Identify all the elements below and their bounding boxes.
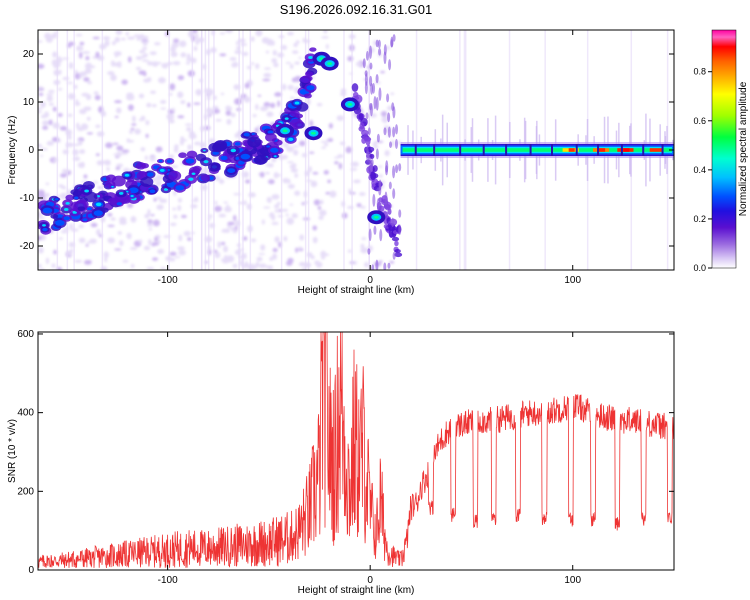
snr-y-tick-label: 0 [28,565,34,576]
spectrogram-y-tick-label: 0 [28,145,34,156]
colorbar-tick-label: 0.8 [693,67,706,77]
snr-xlabel: Height of straight line (km) [298,585,415,596]
snr-axes: -100 0 100 0 200 400 600 [17,329,674,586]
colorbar: 0.0 0.2 0.4 0.6 0.8 Normalized spectral ampl… [693,29,749,273]
colorbar-gradient [711,29,737,269]
spectrogram-image [38,30,674,270]
tone-band [400,142,674,158]
colorbar-tick-label: 0.6 [693,116,706,126]
snr-y-tick-label: 200 [17,486,34,497]
colorbar-tick-label: 0.4 [693,165,706,175]
snr-frame [37,331,675,571]
snr-x-tick-label: -100 [158,575,178,586]
colorbar-tick-label: 0.0 [693,263,706,273]
snr-series-line [38,332,674,569]
spectrogram-ylabel: Frequency (Hz) [7,116,18,185]
snr-x-tick-label: 0 [367,575,373,586]
spectrogram-y-tick-label: -10 [20,193,35,204]
spectrogram-y-tick-label: -20 [20,241,35,252]
chart-title: S196.2026.092.16.31.G01 [280,2,433,17]
spectrogram-x-tick-label: 100 [564,275,581,286]
colorbar-tick-label: 0.2 [693,214,706,224]
spectrogram-y-tick-label: 20 [23,49,35,60]
spectrogram-y-tick-label: 10 [23,97,35,108]
snr-ylabel: SNR (10 * v/v) [7,419,18,483]
snr-x-tick-label: 100 [564,575,581,586]
snr-plot-area [38,332,674,570]
spectrogram-x-tick-label: 0 [367,275,373,286]
colorbar-ticks: 0.0 0.2 0.4 0.6 0.8 [693,67,712,273]
spectrogram-xlabel: Height of straight line (km) [298,285,415,296]
snr-panel: -100 0 100 0 200 400 600 Height of straight li… [7,329,675,596]
spectrogram-x-tick-label: -100 [158,275,178,286]
colorbar-label: Normalized spectral amplitude [738,81,749,216]
snr-y-tick-label: 400 [17,408,34,419]
snr-y-tick-label: 600 [17,329,34,340]
